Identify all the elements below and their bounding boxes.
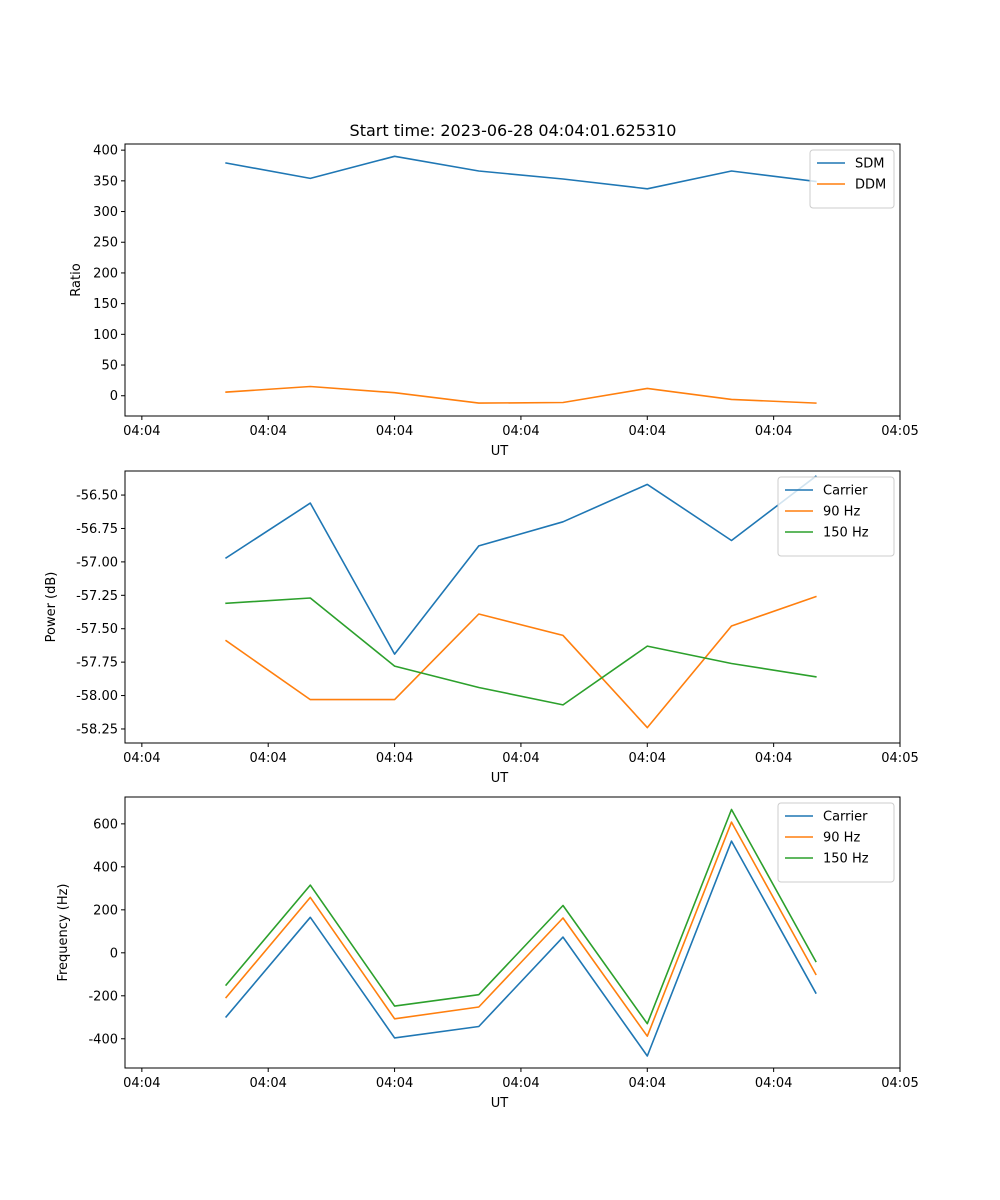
x-tick-label: 04:04 <box>755 424 792 439</box>
y-tick-label: -56.50 <box>76 489 118 504</box>
x-axis-label: UT <box>491 771 509 786</box>
legend-label-ddm: DDM <box>855 178 886 193</box>
x-tick-label: 04:04 <box>629 1076 666 1091</box>
axes-frame <box>124 470 901 744</box>
y-tick-label: 400 <box>93 860 118 875</box>
y-tick-label: -58.25 <box>76 722 118 737</box>
legend: Carrier 90 Hz 150 Hz <box>777 802 895 883</box>
y-tick-label: 0 <box>110 946 118 961</box>
y-tick-label: -57.00 <box>76 555 118 570</box>
legend-label-sdm: SDM <box>855 157 884 172</box>
figure-title: Start time: 2023-06-28 04:04:01.625310 <box>350 121 677 140</box>
y-axis-label: Ratio <box>69 263 84 296</box>
legend-label-150-hz: 150 Hz <box>823 526 869 541</box>
series-line-150-hz <box>224 808 817 1025</box>
x-tick-label: 04:04 <box>502 751 539 766</box>
x-tick-label: 04:04 <box>249 1076 286 1091</box>
x-axis-label: UT <box>491 444 509 459</box>
x-tick-label: 04:04 <box>755 1076 792 1091</box>
legend-label-90-hz: 90 Hz <box>823 505 860 520</box>
y-tick-label: -56.75 <box>76 522 118 537</box>
x-tick-label: 04:05 <box>881 424 918 439</box>
frequency-panel: 04:04 04:04 04:04 04:04 04:04 04:04 04:05 -400 -… <box>56 796 919 1111</box>
y-tick-label: 200 <box>93 903 118 918</box>
x-tick-label: 04:04 <box>123 1076 160 1091</box>
y-tick-label: 400 <box>93 144 118 159</box>
ratio-panel: 04:04 04:04 04:04 04:04 04:04 04:04 04:05 0 50 10… <box>69 143 919 459</box>
x-tick-label: 04:04 <box>123 424 160 439</box>
x-axis-label: UT <box>491 1096 509 1111</box>
y-tick-label: -57.75 <box>76 656 118 671</box>
series-line-carrier <box>224 475 817 655</box>
x-tick-label: 04:04 <box>249 424 286 439</box>
axes-frame <box>124 796 901 1069</box>
y-tick-label: 200 <box>93 266 118 281</box>
x-tick-label: 04:05 <box>881 1076 918 1091</box>
power-panel: 04:04 04:04 04:04 04:04 04:04 04:04 04:05 -58.2… <box>44 470 919 786</box>
y-tick-label: -58.00 <box>76 689 118 704</box>
y-tick-label: 300 <box>93 205 118 220</box>
y-axis-label: Power (dB) <box>44 572 59 643</box>
y-tick-label: -400 <box>88 1032 118 1047</box>
series-line-90-hz <box>224 821 817 1037</box>
x-tick-label: 04:04 <box>502 1076 539 1091</box>
x-tick-label: 04:05 <box>881 751 918 766</box>
y-tick-label: 150 <box>93 297 118 312</box>
x-tick-label: 04:04 <box>629 751 666 766</box>
legend-box <box>809 149 895 209</box>
legend-label-carrier: Carrier <box>823 484 868 499</box>
y-tick-label: 50 <box>101 359 118 374</box>
series-line-90-hz <box>224 595 817 729</box>
y-tick-label: -200 <box>88 989 118 1004</box>
y-tick-label: -57.25 <box>76 589 118 604</box>
axes-frame <box>124 143 901 417</box>
y-tick-label: 0 <box>110 389 118 404</box>
legend-box <box>777 476 895 557</box>
y-tick-label: 350 <box>93 174 118 189</box>
legend: SDM DDM <box>809 149 895 209</box>
x-tick-label: 04:04 <box>755 751 792 766</box>
legend-label-carrier: Carrier <box>823 810 868 825</box>
series-line-carrier <box>224 840 817 1057</box>
x-tick-label: 04:04 <box>376 1076 413 1091</box>
series-line-ddm <box>225 385 817 404</box>
x-tick-label: 04:04 <box>123 751 160 766</box>
x-tick-label: 04:04 <box>376 751 413 766</box>
y-tick-label: -57.50 <box>76 622 118 637</box>
x-tick-label: 04:04 <box>502 424 539 439</box>
y-tick-label: 100 <box>93 328 118 343</box>
y-axis-label: Frequency (Hz) <box>56 883 71 981</box>
x-tick-label: 04:04 <box>376 424 413 439</box>
x-tick-label: 04:04 <box>629 424 666 439</box>
y-tick-label: 600 <box>93 817 118 832</box>
legend-label-150-hz: 150 Hz <box>823 852 869 867</box>
series-line-150-hz <box>225 597 817 706</box>
series-line-sdm <box>225 155 817 190</box>
legend-box <box>777 802 895 883</box>
legend: Carrier 90 Hz 150 Hz <box>777 476 895 557</box>
legend-label-90-hz: 90 Hz <box>823 831 860 846</box>
x-tick-label: 04:04 <box>249 751 286 766</box>
y-tick-label: 250 <box>93 236 118 251</box>
